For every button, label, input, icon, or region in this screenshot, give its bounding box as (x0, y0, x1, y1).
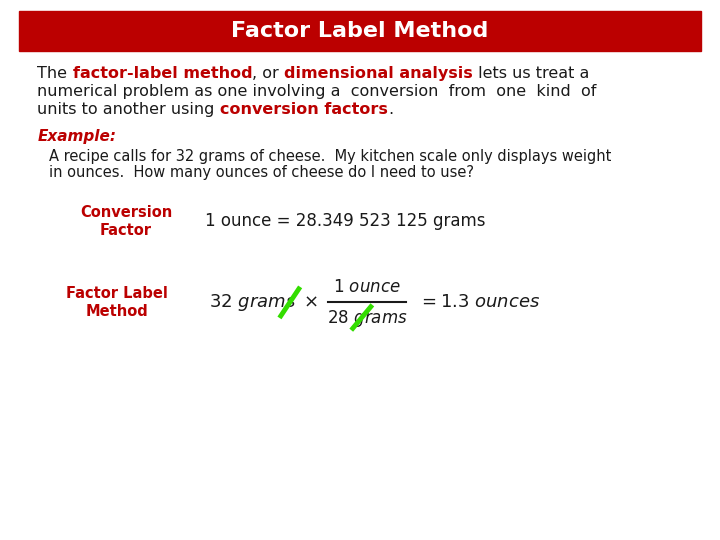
Text: A recipe calls for 32 grams of cheese.  My kitchen scale only displays weight: A recipe calls for 32 grams of cheese. M… (49, 149, 611, 164)
Text: Factor Label
Method: Factor Label Method (66, 286, 168, 319)
Text: $= 1.3\ \mathit{ounces}$: $= 1.3\ \mathit{ounces}$ (418, 293, 540, 312)
Text: , or: , or (252, 66, 284, 82)
Text: dimensional analysis: dimensional analysis (284, 66, 473, 82)
Text: lets us treat a: lets us treat a (473, 66, 589, 82)
Text: Factor Label Method: Factor Label Method (231, 21, 489, 42)
Bar (19, 11, 701, 51)
Text: Conversion
Factor: Conversion Factor (80, 205, 172, 238)
Text: units to another using: units to another using (37, 102, 220, 117)
Text: Example:: Example: (37, 130, 117, 145)
Text: $\mathit{28\ grams}$: $\mathit{28\ grams}$ (327, 308, 408, 329)
Text: conversion factors: conversion factors (220, 102, 388, 117)
Text: in ounces.  How many ounces of cheese do I need to use?: in ounces. How many ounces of cheese do … (49, 165, 474, 180)
Text: The: The (37, 66, 73, 82)
Text: 1 ounce = 28.349 523 125 grams: 1 ounce = 28.349 523 125 grams (205, 212, 486, 231)
Text: numerical problem as one involving a  conversion  from  one  kind  of: numerical problem as one involving a con… (37, 84, 597, 99)
Text: .: . (388, 102, 393, 117)
Text: $32\ \mathit{grams}\ \times$: $32\ \mathit{grams}\ \times$ (209, 292, 318, 313)
Text: $\mathit{1\ ounce}$: $\mathit{1\ ounce}$ (333, 278, 401, 296)
Text: factor-label method: factor-label method (73, 66, 252, 82)
